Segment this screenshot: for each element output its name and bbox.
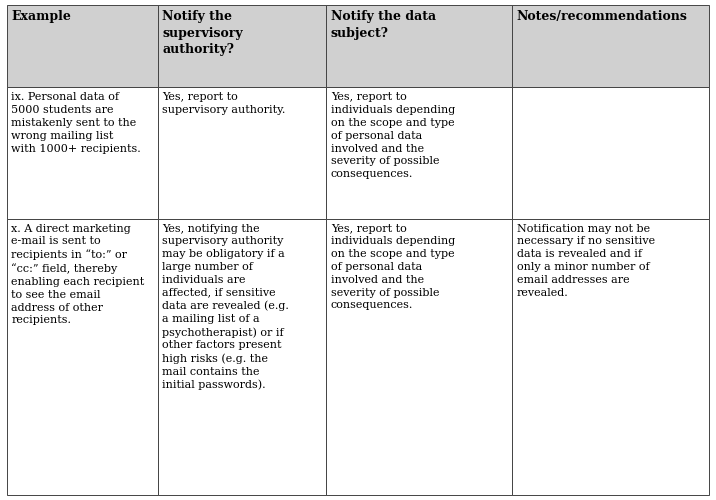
- Text: Yes, report to
individuals depending
on the scope and type
of personal data
invo: Yes, report to individuals depending on …: [331, 92, 455, 179]
- Bar: [326, 88, 513, 218]
- Text: Notify the
supervisory
authority?: Notify the supervisory authority?: [163, 10, 243, 56]
- Text: ix. Personal data of
5000 students are
mistakenly sent to the
wrong mailing list: ix. Personal data of 5000 students are m…: [11, 92, 141, 154]
- Text: Yes, report to
supervisory authority.: Yes, report to supervisory authority.: [163, 92, 286, 115]
- Text: Yes, notifying the
supervisory authority
may be obligatory if a
large number of
: Yes, notifying the supervisory authority…: [163, 224, 289, 390]
- Bar: [158, 88, 326, 218]
- Text: Notes/recommendations: Notes/recommendations: [517, 10, 687, 23]
- Bar: [158, 5, 326, 87]
- Text: Notification may not be
necessary if no sensitive
data is revealed and if
only a: Notification may not be necessary if no …: [517, 224, 655, 298]
- Bar: [326, 5, 513, 87]
- Bar: [7, 88, 158, 218]
- Bar: [326, 218, 513, 495]
- Bar: [513, 218, 709, 495]
- Bar: [513, 88, 709, 218]
- Text: Notify the data
subject?: Notify the data subject?: [331, 10, 436, 40]
- Bar: [513, 5, 709, 87]
- Text: x. A direct marketing
e-mail is sent to
recipients in “to:” or
“cc:” field, ther: x. A direct marketing e-mail is sent to …: [11, 224, 145, 326]
- Bar: [7, 218, 158, 495]
- Text: Example: Example: [11, 10, 72, 23]
- Text: Yes, report to
individuals depending
on the scope and type
of personal data
invo: Yes, report to individuals depending on …: [331, 224, 455, 310]
- Bar: [158, 218, 326, 495]
- Bar: [7, 5, 158, 87]
